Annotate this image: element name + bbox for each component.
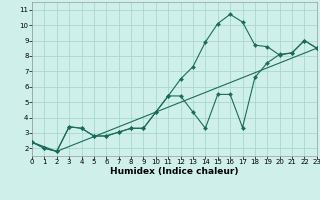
X-axis label: Humidex (Indice chaleur): Humidex (Indice chaleur) <box>110 167 239 176</box>
